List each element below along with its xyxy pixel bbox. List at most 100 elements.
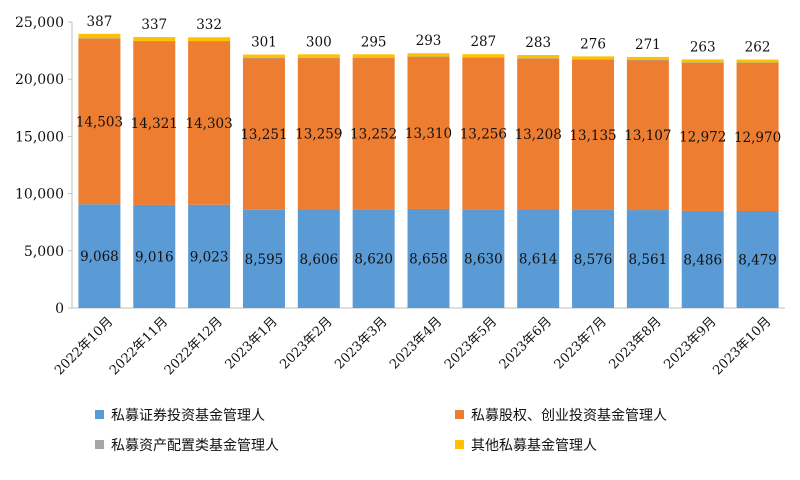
category-label: 2022年12月 xyxy=(162,314,226,378)
y-tick-label: 20,000 xyxy=(15,72,64,88)
data-label: 13,251 xyxy=(240,127,287,143)
category-label: 2023年5月 xyxy=(442,314,500,372)
legend-label: 私募股权、创业投资基金管理人 xyxy=(471,407,667,424)
bar-segment xyxy=(78,38,121,39)
category-label: 2023年1月 xyxy=(223,314,281,372)
y-tick-label: 0 xyxy=(55,301,64,317)
bar-segment xyxy=(133,40,176,42)
bar-segment xyxy=(352,57,395,59)
data-label: 13,310 xyxy=(405,126,452,142)
data-label: 8,486 xyxy=(683,252,722,268)
legend-label: 私募证券投资基金管理人 xyxy=(111,407,265,424)
bar-segment xyxy=(352,54,395,58)
data-label: 271 xyxy=(635,37,661,53)
data-label: 14,321 xyxy=(131,116,178,132)
bar-segment xyxy=(736,59,779,63)
bar-segment xyxy=(78,38,121,205)
data-label: 14,503 xyxy=(76,114,123,130)
data-label: 14,303 xyxy=(185,116,232,132)
y-tick-label: 5,000 xyxy=(24,244,64,260)
data-label: 8,630 xyxy=(464,252,503,268)
legend-label: 其他私募基金管理人 xyxy=(471,437,597,454)
y-tick-label: 15,000 xyxy=(15,129,64,145)
data-label: 8,479 xyxy=(738,253,777,269)
bar-segment xyxy=(297,57,340,59)
category-label: 2023年8月 xyxy=(606,314,664,372)
data-labels: 9,068 14,503 387 9,016 14,321 337 9,023 14,303 3… xyxy=(76,14,781,269)
bar-segment xyxy=(133,41,176,205)
bar-segment xyxy=(462,57,505,210)
bar-segment xyxy=(407,56,450,58)
data-label: 332 xyxy=(196,17,222,33)
bar-segment xyxy=(188,41,231,205)
bar-segment xyxy=(517,209,560,308)
bar-segment xyxy=(133,37,176,41)
data-label: 8,576 xyxy=(574,252,613,268)
bar-segment xyxy=(297,209,340,308)
data-label: 301 xyxy=(251,35,277,51)
bar-segment xyxy=(297,54,340,58)
data-label: 13,107 xyxy=(624,128,671,144)
data-label: 13,208 xyxy=(515,127,562,143)
legend-swatch xyxy=(95,410,104,419)
bar-segment xyxy=(462,57,505,59)
bar-segment xyxy=(681,62,724,63)
bar-segment xyxy=(626,56,669,61)
bar-segment xyxy=(407,53,450,57)
legend-swatch xyxy=(455,410,464,419)
data-label: 13,259 xyxy=(295,127,342,143)
data-label: 300 xyxy=(306,34,332,50)
bar-segment xyxy=(188,41,231,42)
category-label: 2023年6月 xyxy=(497,314,555,372)
data-label: 13,256 xyxy=(460,126,507,142)
data-label: 387 xyxy=(87,14,113,30)
bar-segment xyxy=(517,58,560,59)
y-tick-label: 25,000 xyxy=(15,15,64,31)
bar-segment xyxy=(78,33,121,39)
bar-segment xyxy=(407,56,450,209)
bar-segment xyxy=(352,209,395,308)
bar-segment xyxy=(572,59,615,210)
bar-segment xyxy=(572,59,615,61)
bar-segment xyxy=(297,57,340,210)
bar-segment xyxy=(407,208,450,308)
data-label: 9,068 xyxy=(80,249,119,265)
data-label: 293 xyxy=(416,33,442,49)
category-label: 2023年2月 xyxy=(277,314,335,372)
data-label: 12,970 xyxy=(734,130,781,146)
bar-segment xyxy=(462,54,505,58)
data-label: 263 xyxy=(690,39,716,55)
bar-segment xyxy=(736,211,779,308)
y-tick-label: 10,000 xyxy=(15,187,64,203)
bar-segment xyxy=(188,204,231,308)
bar-segment xyxy=(572,209,615,308)
bar-segment xyxy=(626,60,669,61)
bar-segment xyxy=(572,56,615,60)
data-label: 9,023 xyxy=(190,249,229,265)
bar-segment xyxy=(242,209,285,308)
bar-segment xyxy=(242,57,285,59)
category-label: 2023年7月 xyxy=(552,314,610,372)
data-label: 9,016 xyxy=(135,249,174,265)
bar-segment xyxy=(462,209,505,308)
bar-segment xyxy=(242,54,285,58)
bars xyxy=(78,33,779,308)
bar-segment xyxy=(681,59,724,63)
data-label: 8,595 xyxy=(245,252,284,268)
category-label: 2023年3月 xyxy=(332,314,390,372)
data-label: 12,972 xyxy=(679,130,726,146)
bar-segment xyxy=(626,60,669,211)
legend-swatch xyxy=(95,440,104,449)
bar-segment xyxy=(242,58,285,210)
bar-segment xyxy=(517,58,560,210)
data-label: 295 xyxy=(361,34,387,50)
bar-segment xyxy=(517,55,560,59)
data-label: 283 xyxy=(525,35,551,51)
data-label: 13,252 xyxy=(350,127,397,143)
bar-segment xyxy=(133,204,176,308)
legend-label: 私募资产配置类基金管理人 xyxy=(111,437,279,454)
data-label: 8,614 xyxy=(519,252,558,268)
data-label: 337 xyxy=(141,17,167,33)
legend-swatch xyxy=(455,440,464,449)
